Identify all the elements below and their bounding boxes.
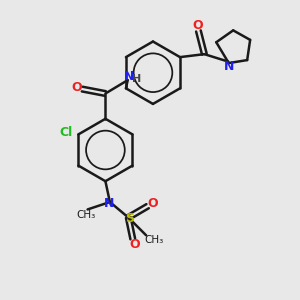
Text: CH₃: CH₃	[76, 210, 96, 220]
Text: S: S	[125, 212, 134, 225]
Text: CH₃: CH₃	[144, 235, 163, 245]
Text: H: H	[132, 74, 142, 84]
Text: O: O	[129, 238, 140, 251]
Text: O: O	[192, 19, 202, 32]
Text: O: O	[71, 81, 82, 94]
Text: N: N	[124, 70, 134, 83]
Text: Cl: Cl	[59, 126, 73, 140]
Text: O: O	[148, 197, 158, 210]
Text: N: N	[224, 60, 234, 74]
Text: N: N	[104, 197, 115, 210]
